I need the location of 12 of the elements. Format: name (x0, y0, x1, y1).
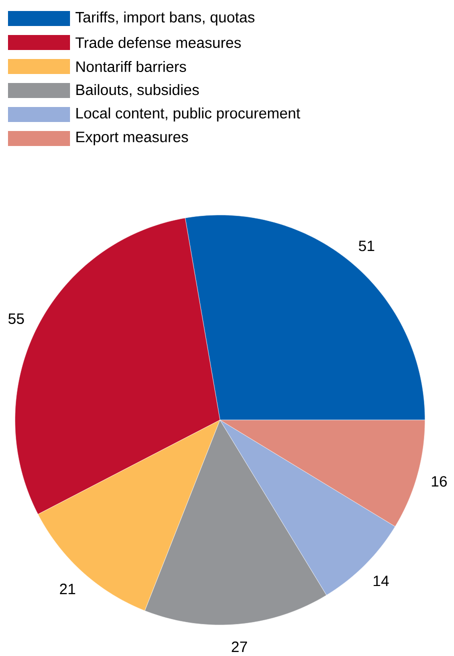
data-label: 27 (232, 641, 247, 652)
legend-label: Export measures (76, 132, 188, 146)
legend-label: Bailouts, subsidies (76, 84, 199, 97)
legend-label: Local content, public procurement (76, 108, 300, 122)
legend-label: Trade defense measures (76, 36, 241, 48)
legend-label: Tariffs, import bans, quotas (76, 12, 254, 26)
data-label: 16 (432, 476, 447, 487)
data-label: 55 (8, 314, 24, 324)
data-label: 51 (358, 240, 374, 252)
data-label: 21 (60, 584, 76, 594)
data-label: 14 (374, 576, 389, 586)
legend-label: Nontariff barriers (76, 60, 186, 72)
